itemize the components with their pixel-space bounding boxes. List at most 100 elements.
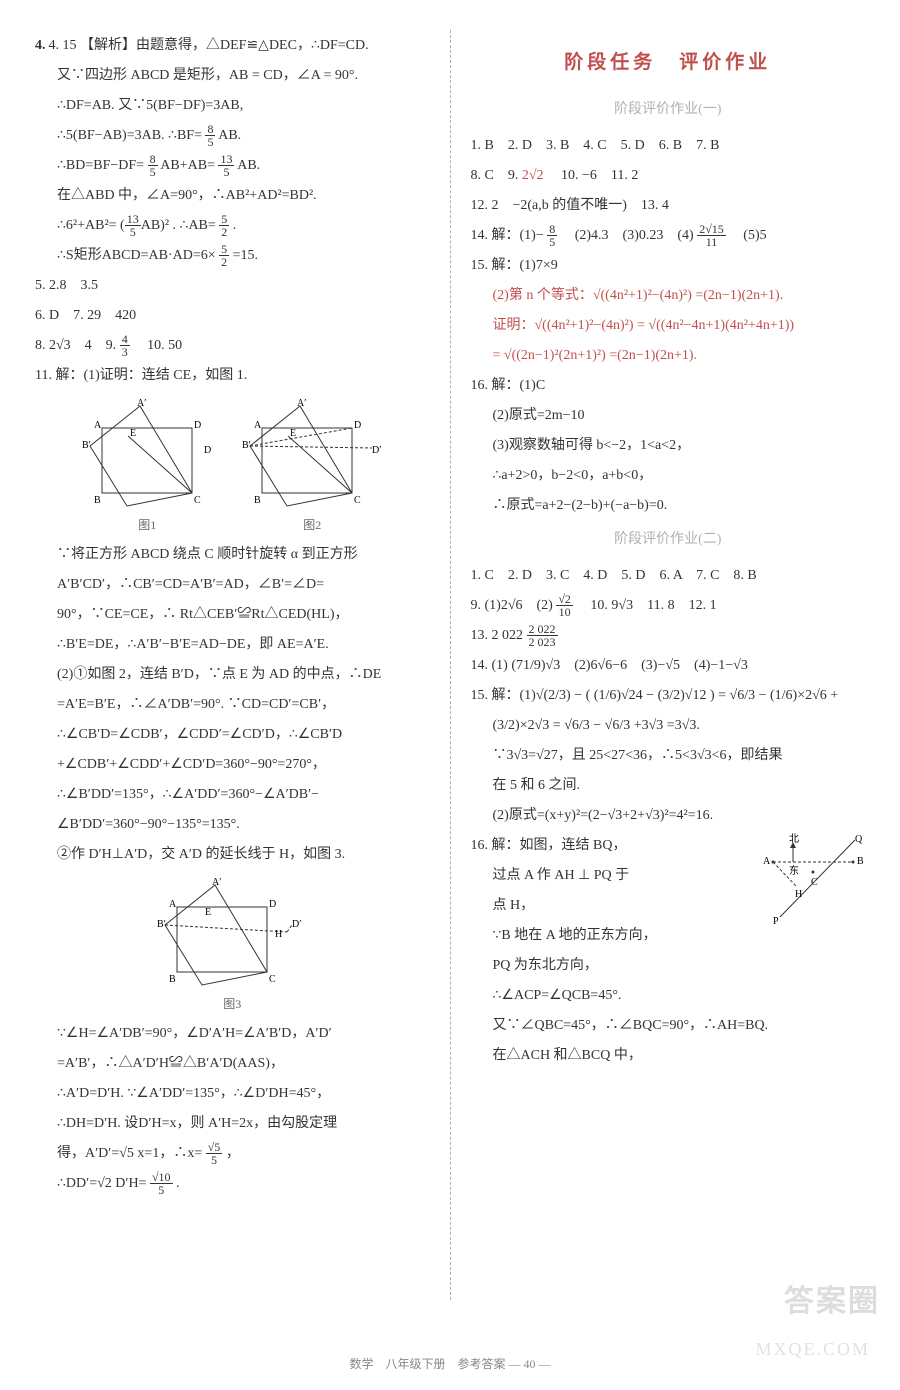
q4-text1: 4. 15 【解析】由题意得，△DEF≌△DEC，∴DF=CD. [49, 38, 369, 53]
q8-10: 8. 2√3 4 9. 43 10. 50 [35, 332, 430, 360]
svg-text:D: D [354, 420, 361, 431]
sub-title-2: 阶段评价作业(二) [471, 526, 866, 554]
svg-text:北: 北 [789, 833, 799, 845]
frac-8-5b: 85 [148, 153, 158, 179]
q4-t8a: ∴S矩形ABCD=AB·AD=6× [57, 248, 216, 263]
figure-1: A D B C A′ B′ E D′ 图1 [82, 398, 212, 537]
svg-text:B: B [254, 495, 261, 506]
svg-text:D′: D′ [292, 919, 301, 930]
s16a-text: 16. 解：如图，连结 BQ， [471, 838, 627, 853]
figure-3: A D B C A′ B′ E D′ H 图3 [157, 877, 307, 1016]
svg-text:B′: B′ [157, 919, 166, 930]
q4-t7a: ∴6²+AB²= [57, 218, 117, 233]
s16a: 北 东 A B C P Q H 16. 解：如图，连结 BQ， [471, 832, 866, 860]
frac-sqrt5-5: √55 [206, 1141, 223, 1167]
q4-t4b: AB. [218, 128, 241, 143]
svg-text:D′: D′ [204, 445, 212, 456]
column-divider [450, 30, 451, 1300]
s16g: 又∵∠QBC=45°，∴∠BQC=90°，∴AH=BQ. [471, 1012, 866, 1040]
s13: 13. 2 022 2 0222 023 [471, 622, 866, 650]
q4-line4: ∴5(BF−AB)=3AB. ∴BF= 85 AB. [35, 122, 430, 150]
frac-2sqrt15-11: 2√1511 [697, 223, 726, 249]
p12: ∵∠H=∠A′DB′=90°，∠D′A′H=∠A′B′D，A′D′ [35, 1020, 430, 1048]
watermark-2: MXQE.COM [755, 1339, 870, 1360]
fig2-label: 图2 [242, 513, 382, 537]
r14: 14. 解：(1)− 85 (2)4.3 (3)0.23 (4) 2√1511 … [471, 222, 866, 250]
svg-text:D: D [269, 899, 276, 910]
svg-text:B: B [94, 495, 101, 506]
s15a: 15. 解：(1)√(2/3) − ( (1/6)√24 − (3/2)√12 … [471, 682, 866, 710]
r16e: ∴原式=a+2−(2−b)+(−a−b)=0. [471, 492, 866, 520]
r14b: (2)4.3 (3)0.23 (4) [561, 228, 694, 243]
frac-4-3: 43 [120, 333, 130, 359]
q6-7: 6. D 7. 29 420 [35, 302, 430, 330]
frac-8-5: 85 [205, 123, 215, 149]
svg-text:C: C [269, 974, 276, 985]
q4-t8b: =15. [233, 248, 258, 263]
q4-line6: 在△ABD 中，∠A=90°，∴AB²+AD²=BD². [35, 182, 430, 210]
svg-text:A′: A′ [212, 877, 221, 888]
r2b: 2√2 [522, 168, 544, 183]
frac-13-5b: 135 [125, 213, 141, 239]
r16c: (3)观察数轴可得 b<−2，1<a<2， [471, 432, 866, 460]
r15a: 15. 解：(1)7×9 [471, 252, 866, 280]
q4-t5a: ∴BD=BF−DF= [57, 158, 144, 173]
s15b: (3/2)×2√3 = √6/3 − √6/3 +3√3 =3√3. [471, 712, 866, 740]
frac-5-2b: 52 [219, 243, 229, 269]
q4-line3: ∴DF=AB. 又∵5(BF−DF)=3AB, [35, 92, 430, 120]
q4-t7b: . ∴AB= [173, 218, 216, 233]
p16a: 得，A′D′=√5 x=1，∴x= [57, 1146, 202, 1161]
s14: 14. (1) (71/9)√3 (2)6√6−6 (3)−√5 (4)−1−√… [471, 652, 866, 680]
svg-text:E: E [130, 428, 136, 439]
p17b: . [176, 1176, 180, 1191]
svg-text:A: A [254, 420, 262, 431]
svg-text:P: P [773, 916, 779, 927]
svg-text:D′: D′ [372, 445, 381, 456]
q4-t4a: ∴5(BF−AB)=3AB. ∴BF= [57, 128, 202, 143]
q4-line1: 4.4. 15 【解析】由题意得，△DEF≌△DEC，∴DF=CD. [35, 32, 430, 60]
right-column: 阶段任务 评价作业 阶段评价作业(一) 1. B 2. D 3. B 4. C … [471, 30, 866, 1300]
q8-a: 8. 2√3 4 9. [35, 338, 120, 353]
s13a: 13. 2 022 [471, 628, 524, 643]
q4-t5c: AB. [237, 158, 260, 173]
sub-title-1: 阶段评价作业(一) [471, 96, 866, 124]
frac-8-5c: 85 [547, 223, 557, 249]
r15b: (2)第 n 个等式：√((4n²+1)²−(4n)²) =(2n−1)(2n+… [471, 282, 866, 310]
q4-line2: 又∵四边形 ABCD 是矩形，AB = CD，∠A = 90°. [35, 62, 430, 90]
p8: +∠CDB′+∠CDD′+∠CD′D=360°−90°=270°， [35, 751, 430, 779]
svg-text:东: 东 [789, 864, 799, 877]
q4-t5b: AB+AB= [160, 158, 215, 173]
p17: ∴DD′=√2 D′H= √105 . [35, 1170, 430, 1198]
q4-line7: ∴6²+AB²= (135AB)² . ∴AB= 52 . [35, 212, 430, 240]
q11-head: 11. 解：(1)证明：连结 CE，如图 1. [35, 362, 430, 390]
p1: ∵将正方形 ABCD 绕点 C 顺时针旋转 α 到正方形 [35, 541, 430, 569]
figure-3-wrap: A D B C A′ B′ E D′ H 图3 [35, 877, 430, 1016]
fig1-svg: A D B C A′ B′ E D′ [82, 398, 212, 513]
svg-text:H: H [795, 889, 802, 900]
svg-text:B′: B′ [242, 440, 251, 451]
r3: 12. 2 −2(a,b 的值不唯一) 13. 4 [471, 192, 866, 220]
svg-text:Q: Q [855, 834, 863, 845]
figures-1-2: A D B C A′ B′ E D′ 图1 A [35, 398, 430, 537]
fig1-label: 图1 [82, 513, 212, 537]
svg-text:H: H [275, 929, 282, 940]
p13: =A′B′，∴△A′D′H≌△B′A′D(AAS)， [35, 1050, 430, 1078]
r2a: 8. C 9. [471, 168, 522, 183]
p16b: ， [226, 1146, 240, 1161]
compass-figure: 北 东 A B C P Q H [725, 832, 865, 927]
svg-text:A′: A′ [297, 398, 306, 409]
s1: 1. C 2. D 3. C 4. D 5. D 6. A 7. C 8. B [471, 562, 866, 590]
p6: =A′E=B′E，∴∠A′DB′=90°. ∵CD=CD′=CB′， [35, 691, 430, 719]
r16b: (2)原式=2m−10 [471, 402, 866, 430]
s15c: ∵3√3=√27，且 25<27<36，∴5<3√3<6，即结果 [471, 742, 866, 770]
frac-5-2: 52 [219, 213, 229, 239]
p14: ∴A′D=D′H. ∵∠A′DD′=135°，∴∠D′DH=45°， [35, 1080, 430, 1108]
s9: 9. (1)2√6 (2) √210 10. 9√3 11. 8 12. 1 [471, 592, 866, 620]
r16a: 16. 解：(1)C [471, 372, 866, 400]
r1: 1. B 2. D 3. B 4. C 5. D 6. B 7. B [471, 132, 866, 160]
fig3-svg: A D B C A′ B′ E D′ H [157, 877, 307, 992]
p3: 90°，∵CE=CE，∴ Rt△CEB′≌Rt△CED(HL)， [35, 601, 430, 629]
s16f: ∴∠ACP=∠QCB=45°. [471, 982, 866, 1010]
p4: ∴B′E=DE，∴A′B′−B′E=AD−DE，即 AE=A′E. [35, 631, 430, 659]
s9a: 9. (1)2√6 (2) [471, 598, 553, 613]
